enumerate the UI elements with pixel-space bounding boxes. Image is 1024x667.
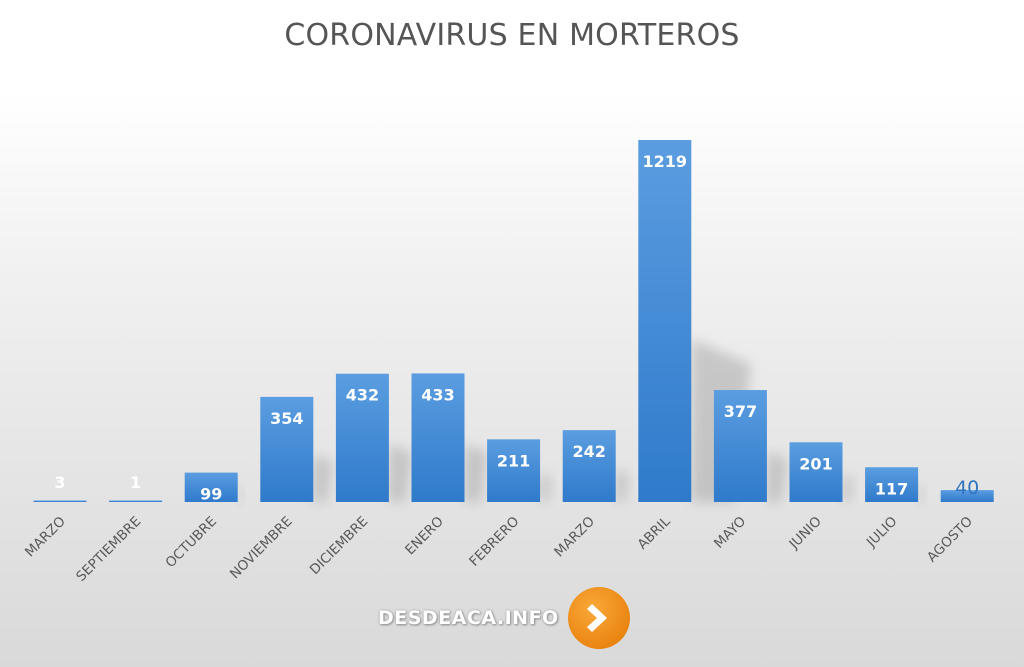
x-tick-label: ENERO	[402, 514, 447, 559]
data-label: 432	[346, 386, 379, 405]
bar-4	[260, 396, 314, 502]
x-tick-label: DICIEMBRE	[307, 514, 371, 578]
x-tick-label: NOVIEMBRE	[227, 514, 296, 583]
bar-shadow	[237, 488, 243, 502]
bar-2	[109, 500, 163, 502]
bar-shadow	[540, 473, 552, 502]
data-label: 211	[497, 451, 530, 470]
data-label: 3	[54, 473, 65, 492]
bar-3	[184, 472, 238, 502]
bar-5	[335, 373, 389, 502]
x-tick-label: MAYO	[711, 514, 749, 552]
data-label: 40	[955, 477, 979, 499]
bar-9	[638, 140, 692, 502]
x-tick-label: ABRIL	[634, 513, 673, 552]
bar-13	[940, 490, 994, 502]
bar-shadow	[842, 475, 854, 502]
bar-shadow	[615, 469, 629, 502]
x-tick-label: SEPTIEMBRE	[73, 514, 144, 585]
bar-shadow	[918, 486, 925, 502]
data-label: 242	[572, 442, 605, 461]
data-label: 377	[724, 402, 757, 421]
bar-shadow	[388, 444, 412, 502]
bar-6	[411, 373, 465, 502]
x-tick-label: MARZO	[551, 514, 598, 561]
bar-8	[562, 430, 616, 502]
bar-12	[865, 467, 919, 502]
x-tick-label: OCTUBRE	[162, 514, 220, 572]
data-label: 433	[421, 385, 454, 404]
data-label: 354	[270, 409, 303, 428]
x-tick-label: JULIO	[863, 514, 900, 551]
bar-10	[713, 390, 767, 502]
data-label: 99	[200, 485, 222, 504]
bar-1	[33, 500, 87, 502]
x-tick-label: MARZO	[22, 514, 69, 561]
watermark: DESDEACA.INFO	[378, 587, 631, 649]
chart-title: CORONAVIRUS EN MORTEROS	[284, 18, 740, 53]
bar-7	[487, 439, 541, 502]
x-tick-label: JUNIO	[786, 514, 825, 553]
x-tick-label: FEBRERO	[466, 514, 522, 570]
data-label: 1219	[643, 152, 688, 171]
x-tick-label: AGOSTO	[924, 514, 976, 566]
data-label: 1	[130, 473, 141, 492]
data-label: 117	[875, 479, 908, 498]
bar-shadow	[464, 444, 488, 502]
bar-shadow	[766, 451, 788, 502]
chevron-right-icon	[567, 587, 630, 649]
watermark-text: DESDEACA.INFO	[378, 607, 559, 629]
data-label: 201	[799, 454, 832, 473]
bar-shadow	[313, 454, 333, 502]
bar-11	[789, 442, 843, 502]
